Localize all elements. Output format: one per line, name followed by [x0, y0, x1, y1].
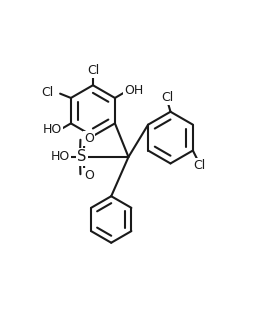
Text: Cl: Cl	[87, 64, 99, 77]
Text: HO: HO	[43, 123, 62, 136]
Text: O: O	[84, 169, 94, 182]
Text: Cl: Cl	[161, 90, 173, 104]
Text: S: S	[78, 150, 87, 165]
Text: Cl: Cl	[41, 86, 54, 99]
Text: Cl: Cl	[193, 159, 205, 172]
Text: OH: OH	[124, 84, 143, 97]
Text: HO: HO	[51, 151, 70, 163]
Text: O: O	[84, 132, 94, 145]
